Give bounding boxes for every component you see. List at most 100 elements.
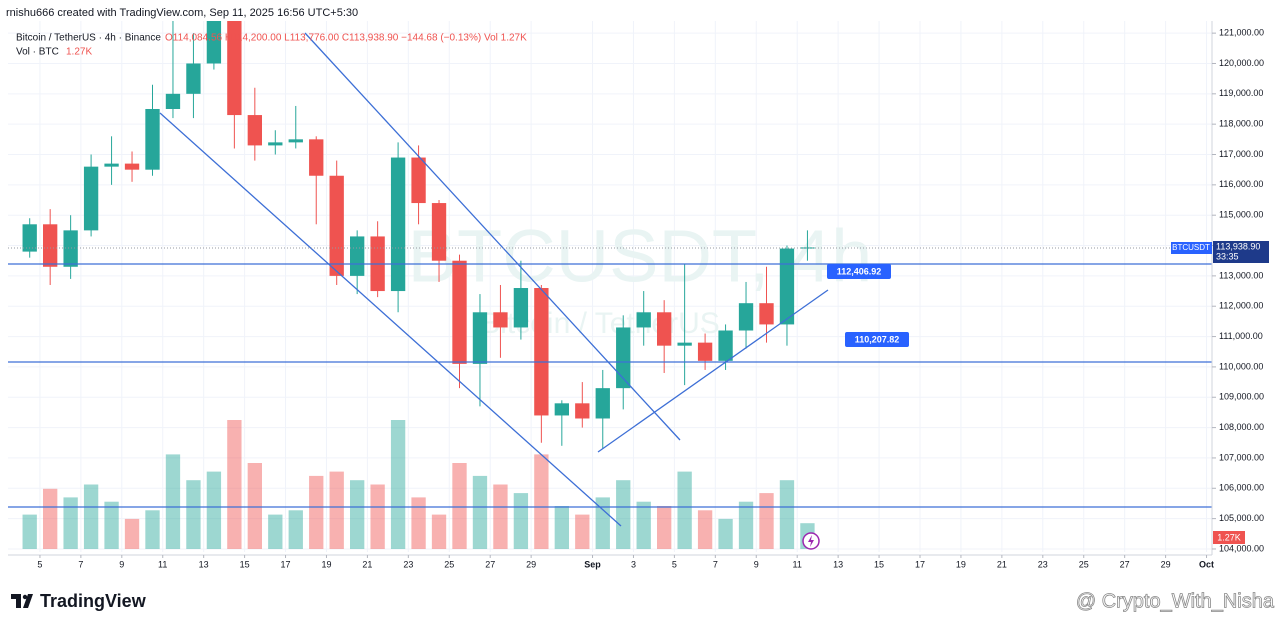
y-tick-label: 117,000.00 [1219,149,1263,159]
volume-bar [779,480,795,549]
volume-bar [718,518,733,549]
y-tick-label: 119,000.00 [1219,88,1263,98]
x-tick-label: 29 [1161,559,1171,569]
candle-body [718,330,733,361]
volume-bar [472,475,488,549]
volume-bar [124,518,140,549]
x-tick-label: 15 [874,559,884,569]
y-tick-label: 110,000.00 [1219,361,1263,371]
x-tick-label: 17 [281,559,291,569]
candle-body [43,224,58,267]
volume-bar [227,420,242,549]
candle-body [800,247,815,249]
candle-body [697,342,713,361]
candle-body [554,403,569,416]
volume-bar [370,484,385,549]
volume-bar [452,463,467,549]
y-tick-label: 116,000.00 [1219,179,1263,189]
x-tick-label: 5 [37,559,42,569]
annotation-box [827,264,891,279]
brand: TradingView [40,591,147,611]
x-tick-label: 7 [78,559,83,569]
x-tick-label: 21 [997,559,1007,569]
y-tick-label: 107,000.00 [1219,452,1264,462]
x-tick-label: 11 [158,559,167,569]
x-tick-label: 23 [1038,559,1048,569]
y-tick-label: 121,000.00 [1219,28,1264,38]
candle-body [63,230,78,267]
candle-body [493,312,508,328]
candle-body [186,63,201,94]
credit: rnishu666 created with TradingView.com, … [6,7,358,19]
volume-bar [636,501,651,549]
annotation: 112,406.92 [837,266,882,276]
volume-bar [738,501,754,549]
candle-body [227,21,242,116]
candle-body [779,248,795,325]
x-tick-label: 17 [915,559,925,569]
x-tick-label: 13 [833,559,843,569]
trend-line [159,112,622,527]
legend-volume-name: Vol · BTC [16,47,59,58]
candle-body [657,312,672,346]
legend-volume-value: 1.27K [66,47,92,58]
candle-body [350,236,365,276]
volume-bar [616,480,631,549]
volume-label-box [1213,531,1245,544]
y-tick-label: 113,000.00 [1219,270,1263,280]
y-tick-label: 105,000.00 [1219,513,1264,523]
candle-body [677,342,692,346]
x-tick-label: 25 [444,559,454,569]
x-tick-label: 27 [485,559,495,569]
candle-body [104,163,119,167]
volume-label: 1.27K [1217,532,1241,542]
volume-bar [145,510,160,549]
candle-body [411,157,426,204]
y-tick-label: 108,000.00 [1219,422,1264,432]
candle-body [636,312,651,328]
symbol-label: BTCUSDT [1172,243,1210,252]
volume-bar [22,514,37,549]
volume-bar [534,454,549,549]
candle-body [309,139,324,176]
annotation-box [845,332,909,347]
x-tick-label: 29 [526,559,536,569]
last-price-box [1213,241,1269,263]
volume-bar [493,484,508,549]
volume-bar [43,488,58,549]
volume-bar [83,484,99,549]
grid [8,21,1212,552]
candle-body [83,166,99,231]
volume-bar [288,510,303,549]
candle-body [268,142,283,146]
event-icon-bolt [808,535,814,547]
watermark-symbol: BTCUSDT, 4h [408,215,873,298]
trend-line [597,289,829,453]
volume-bar [350,480,365,549]
candle-body [595,388,610,419]
candle-body [206,21,222,64]
y-tick-label: 106,000.00 [1219,483,1264,493]
x-tick-label: 19 [321,559,331,569]
legend-ohlc: O114,084.56 H114,200.00 L113,776.00 C113… [165,33,527,44]
volume-bar [206,471,222,549]
volume-bar [677,471,692,549]
volume-bar [697,510,713,549]
candle-body [616,327,631,389]
y-tick-label: 120,000.00 [1219,58,1264,68]
volume-bar [554,506,569,549]
x-tick-label: 7 [713,559,718,569]
x-tick-label: 23 [403,559,413,569]
y-tick-label: 104,000.00 [1219,543,1264,553]
y-tick-label: 111,000.00 [1219,331,1263,341]
volume-bar [411,497,426,549]
candle-body [22,224,37,252]
countdown: 33:35 [1216,251,1239,261]
x-tick-label: 9 [119,559,124,569]
y-tick-label: 109,000.00 [1219,392,1264,402]
drawings [8,32,1212,527]
candle-body [288,139,303,143]
candle-body [145,108,160,170]
volume-bar [247,463,262,549]
candle-body [247,115,262,146]
